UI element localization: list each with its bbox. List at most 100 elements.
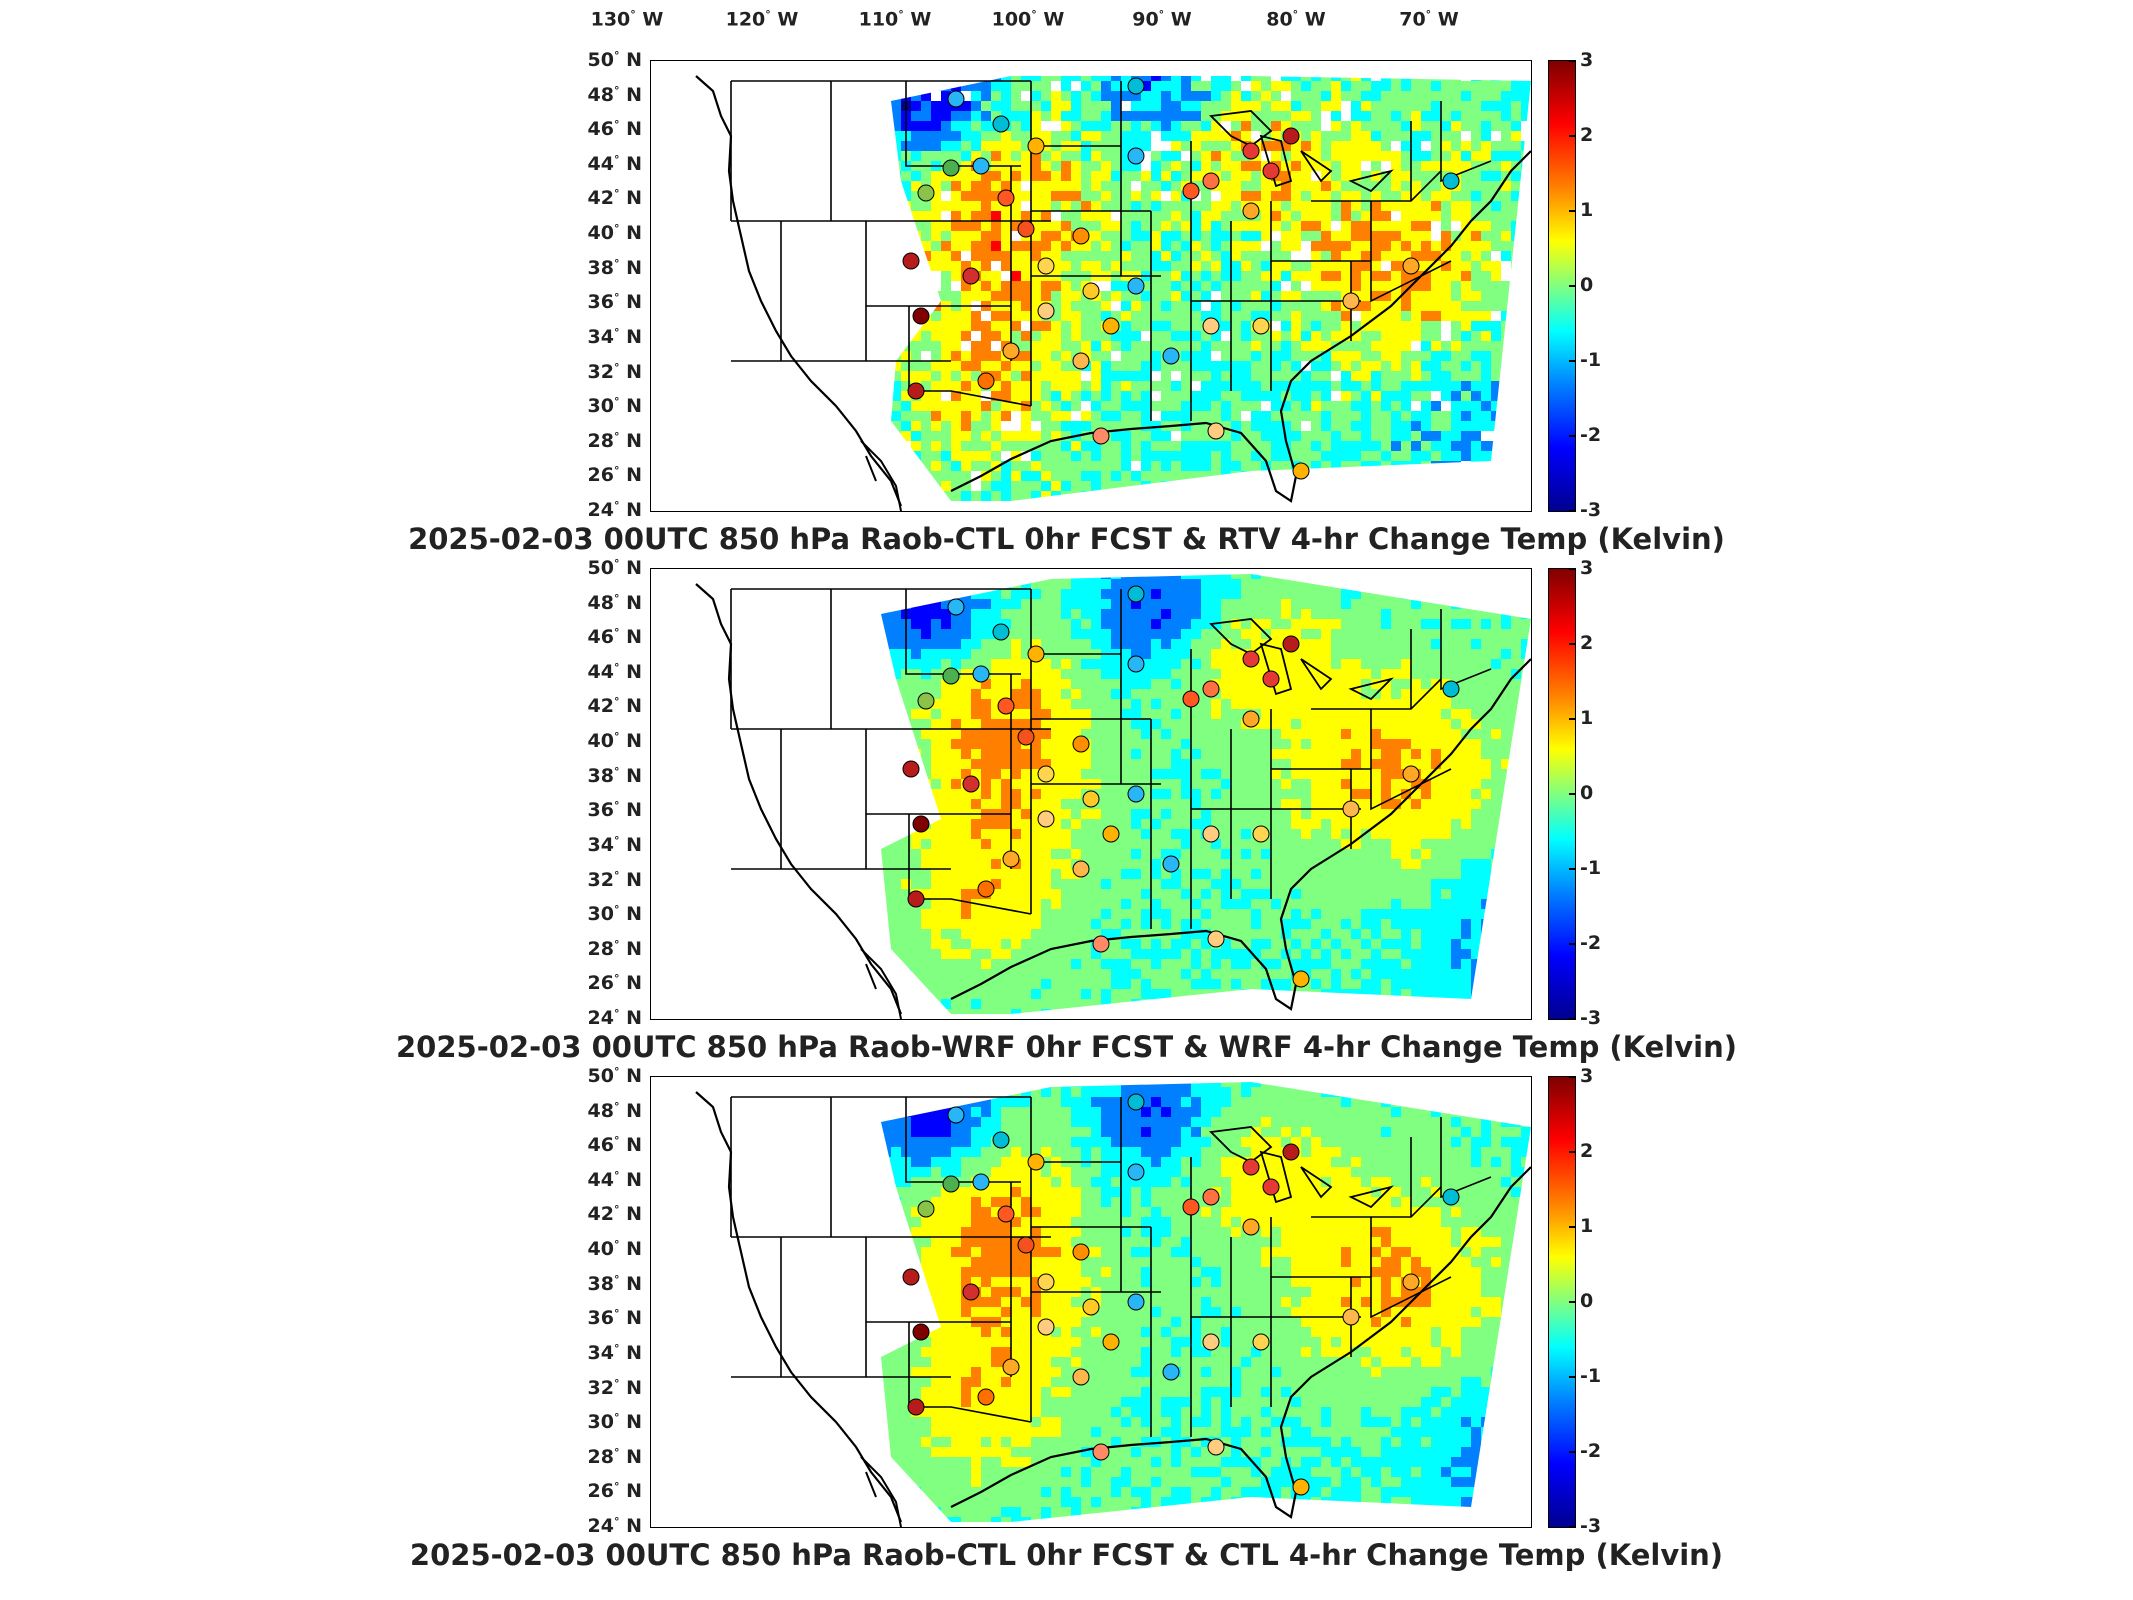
field-cell [1041, 381, 1051, 391]
field-cell [821, 579, 831, 589]
field-cell [711, 639, 721, 649]
field-cell [811, 411, 821, 421]
field-cell [1461, 421, 1471, 431]
field-cell [881, 161, 891, 171]
latitude-label: 42° N [574, 187, 642, 209]
field-cell [1311, 291, 1321, 301]
field-cell [871, 361, 881, 371]
degree-mark: ° [1292, 8, 1299, 21]
field-cell [871, 639, 881, 649]
field-cell [701, 619, 711, 629]
field-cell [911, 351, 921, 361]
field-cell [1061, 471, 1071, 481]
field-cell [711, 411, 721, 421]
field-cell [1421, 351, 1431, 361]
field-cell [1281, 111, 1291, 121]
field-cell [1401, 171, 1411, 181]
field-cell [651, 261, 661, 271]
field-cell [661, 431, 671, 441]
field-cell [1421, 609, 1431, 619]
lat-value: 28 [587, 937, 614, 960]
field-cell [1121, 401, 1131, 411]
field-cell [1521, 211, 1531, 221]
field-cell [1221, 391, 1231, 401]
field-cell [871, 91, 881, 101]
field-cell [941, 361, 951, 371]
field-cell [781, 569, 791, 579]
field-cell [681, 609, 691, 619]
field-cell [931, 361, 941, 371]
field-cell [691, 649, 701, 659]
field-cell [1141, 431, 1151, 441]
field-cell [871, 261, 881, 271]
field-cell [1141, 461, 1151, 471]
field-cell [1131, 649, 1141, 659]
field-cell [931, 639, 941, 649]
field-cell [851, 501, 861, 511]
field-cell [1281, 411, 1291, 421]
field-cell [911, 639, 921, 649]
field-cell [921, 574, 931, 579]
field-cell [931, 171, 941, 181]
field-cell [751, 451, 761, 461]
field-cell [1441, 659, 1451, 669]
field-cell [1171, 311, 1181, 321]
field-cell [701, 61, 711, 71]
field-cell [981, 461, 991, 471]
field-cell [681, 321, 691, 331]
field-cell [1471, 291, 1481, 301]
field-cell [891, 201, 901, 211]
raob-station-marker [1072, 227, 1090, 245]
field-cell [961, 589, 971, 599]
field-cell [1121, 321, 1131, 331]
field-cell [661, 231, 671, 241]
field-cell [1371, 491, 1381, 501]
field-cell [811, 251, 821, 261]
field-cell [1251, 181, 1261, 191]
field-cell [1251, 101, 1261, 111]
field-cell [1001, 331, 1011, 341]
field-cell [1131, 451, 1141, 461]
field-cell [1391, 231, 1401, 241]
field-cell [1291, 211, 1301, 221]
field-cell [1291, 381, 1301, 391]
field-cell [1431, 501, 1441, 511]
lat-value: 48 [587, 83, 614, 106]
field-cell [1471, 261, 1481, 271]
field-cell [761, 241, 771, 251]
field-cell [1101, 411, 1111, 421]
field-cell [871, 491, 881, 501]
field-cell [1161, 481, 1171, 491]
field-cell [821, 401, 831, 411]
field-cell [841, 291, 851, 301]
field-cell [1461, 101, 1471, 111]
field-cell [751, 351, 761, 361]
field-cell [1201, 431, 1211, 441]
field-cell [1041, 151, 1051, 161]
field-cell [1521, 181, 1531, 191]
field-cell [1171, 629, 1181, 639]
field-cell [1381, 451, 1391, 461]
field-cell [1521, 111, 1531, 121]
field-cell [751, 301, 761, 311]
field-cell [1291, 609, 1301, 619]
field-cell [811, 471, 821, 481]
field-cell [871, 391, 881, 401]
field-cell [831, 629, 841, 639]
field-cell [1051, 441, 1061, 451]
field-cell [1471, 609, 1481, 619]
field-cell [1501, 291, 1511, 301]
field-cell [651, 331, 661, 341]
field-cell [741, 501, 751, 511]
field-cell [1131, 321, 1141, 331]
field-cell [881, 181, 891, 191]
field-cell [771, 579, 781, 589]
field-cell [1311, 271, 1321, 281]
field-cell [981, 411, 991, 421]
field-cell [1401, 371, 1411, 381]
field-cell [1091, 501, 1101, 511]
field-cell [661, 381, 671, 391]
field-cell [991, 619, 1001, 629]
field-cell [1321, 579, 1331, 589]
field-cell [731, 121, 741, 131]
